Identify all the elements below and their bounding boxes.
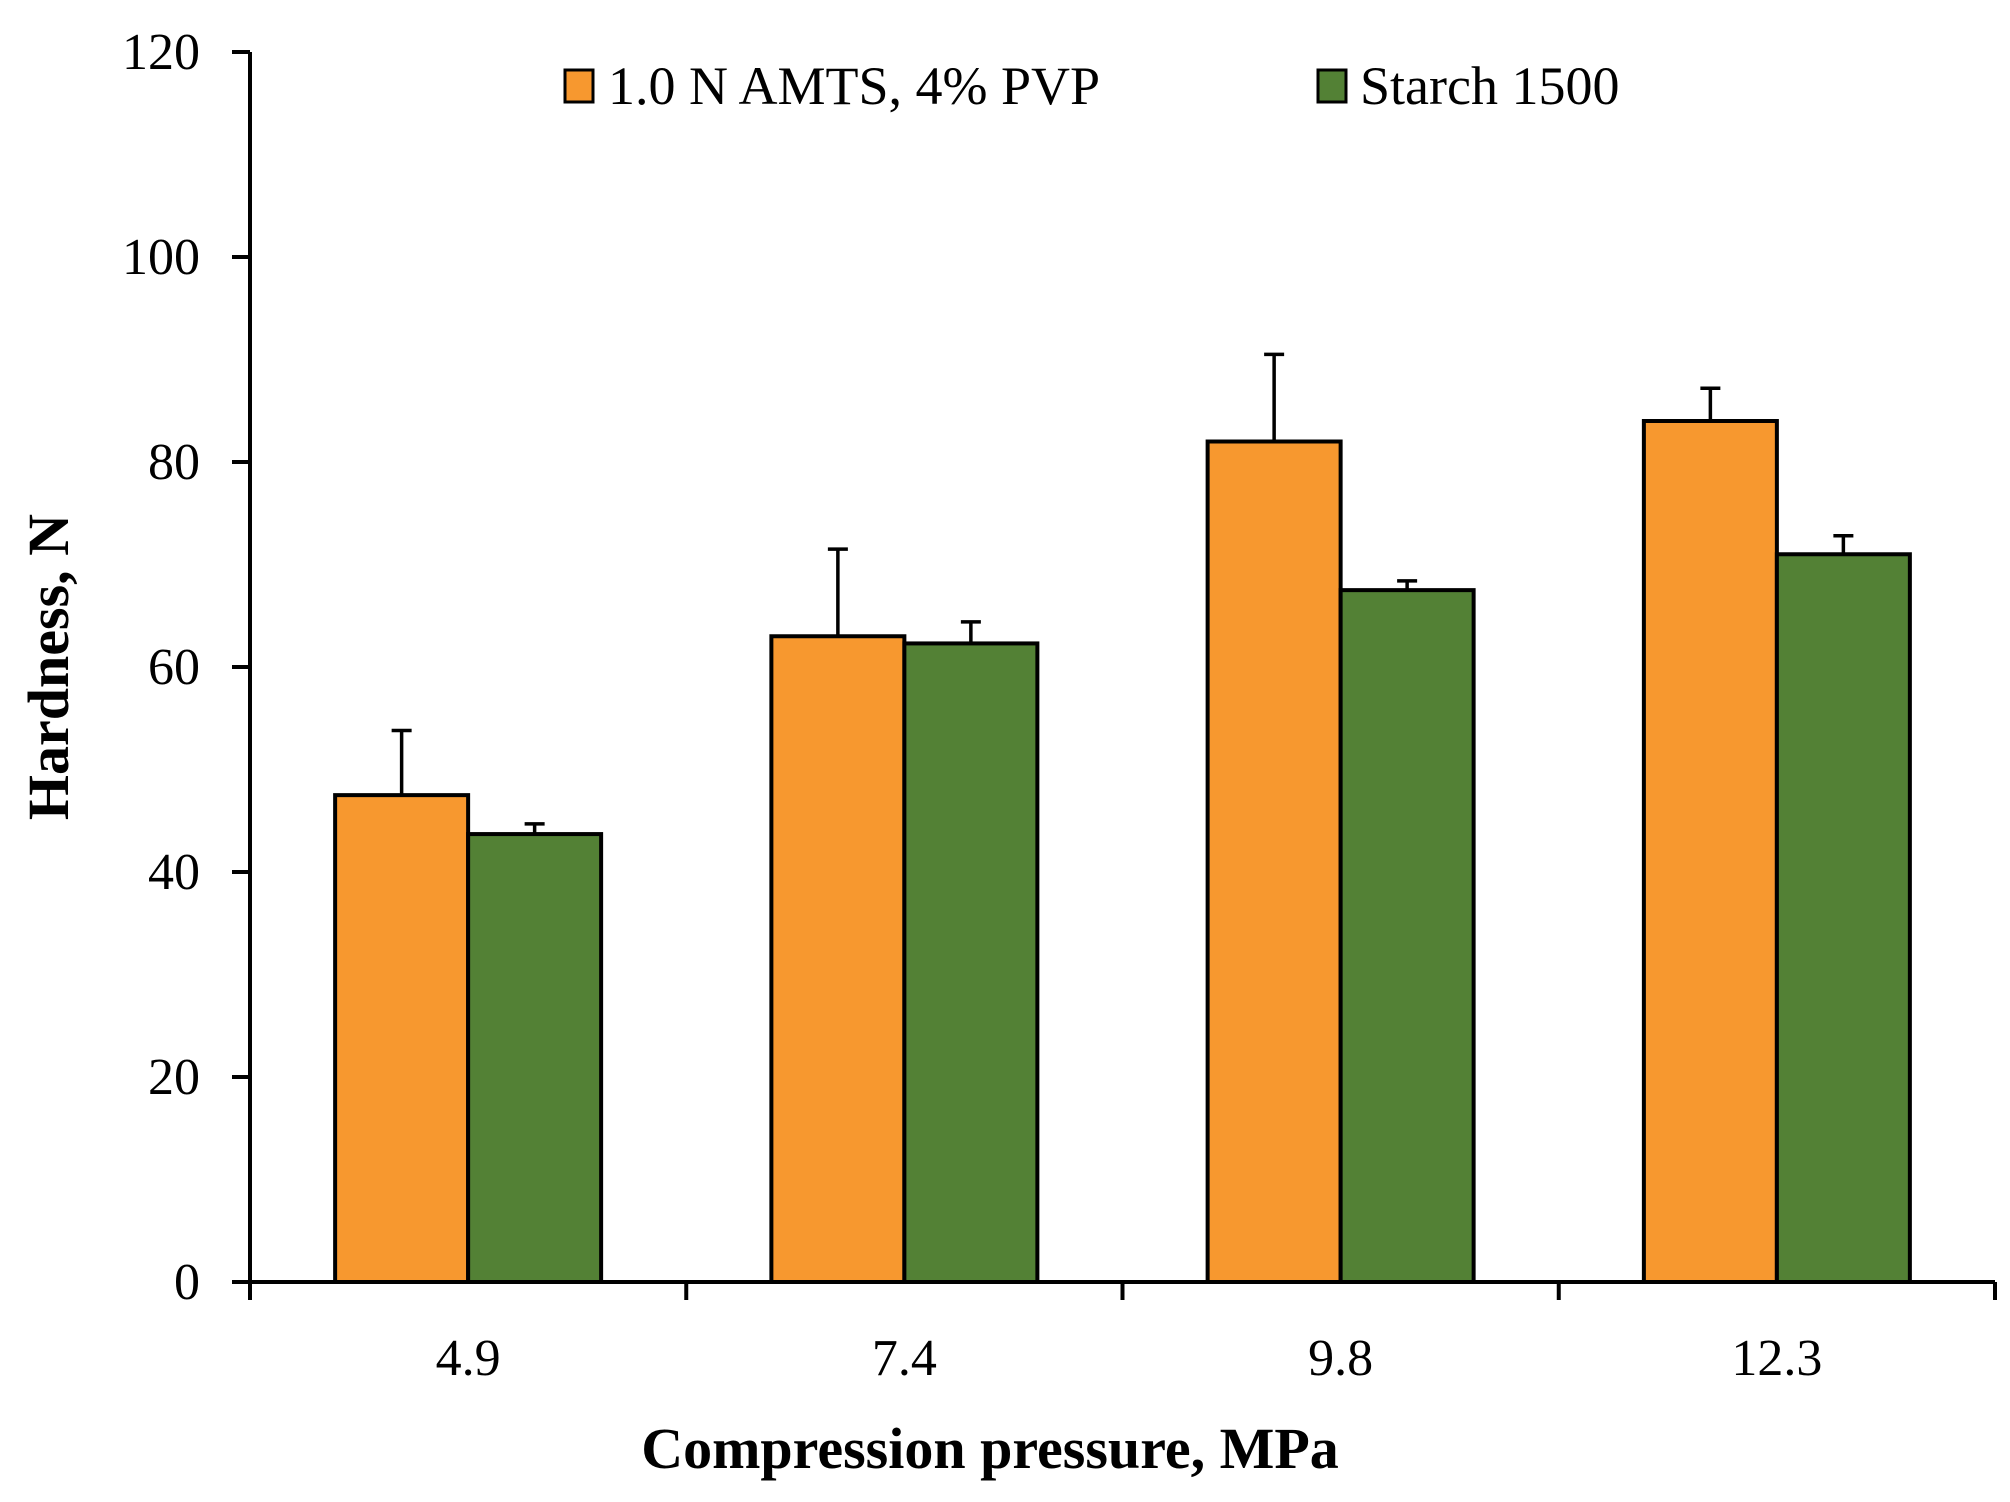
x-tick-label-9.8: 9.8 [1308, 1330, 1373, 1387]
y-tick-label-100: 100 [122, 229, 200, 286]
bar-starch-4.9 [466, 832, 604, 1284]
legend-swatch-starch [1316, 68, 1348, 104]
y-tick-label-80: 80 [148, 434, 200, 491]
bar-amts-9.8 [1205, 439, 1343, 1284]
bar-starch-9.8 [1338, 588, 1476, 1284]
error-bars-layer [391, 352, 1854, 835]
bar-starch-7.4 [902, 641, 1040, 1284]
legend-label-amts: 1.0 N AMTS, 4% PVP [608, 56, 1100, 116]
y-tick-label-0: 0 [174, 1254, 200, 1311]
x-axis-title: Compression pressure, MPa [641, 1416, 1339, 1481]
y-tick-label-40: 40 [148, 844, 200, 901]
y-tick-label-120: 120 [122, 24, 200, 81]
bar-amts-12.3 [1641, 419, 1779, 1284]
bar-starch-12.3 [1774, 552, 1912, 1284]
x-ticks-layer: 4.9 7.4 9.8 12.3 [248, 1282, 1997, 1387]
y-axis-title: Hardness, N [16, 514, 81, 820]
bar-amts-4.9 [333, 793, 471, 1284]
bar-amts-7.4 [769, 634, 907, 1284]
y-tick-label-60: 60 [148, 639, 200, 696]
legend-swatch-amts [563, 68, 595, 104]
legend: 1.0 N AMTS, 4% PVP Starch 1500 [563, 56, 1619, 116]
y-ticks-layer: 0 20 40 60 80 100 120 [122, 24, 250, 1311]
legend-label-starch: Starch 1500 [1360, 56, 1619, 116]
x-tick-label-7.4: 7.4 [872, 1330, 937, 1387]
x-tick-label-4.9: 4.9 [436, 1330, 501, 1387]
x-tick-label-12.3: 12.3 [1731, 1330, 1822, 1387]
y-tick-label-20: 20 [148, 1049, 200, 1106]
bars-layer [333, 419, 1912, 1284]
